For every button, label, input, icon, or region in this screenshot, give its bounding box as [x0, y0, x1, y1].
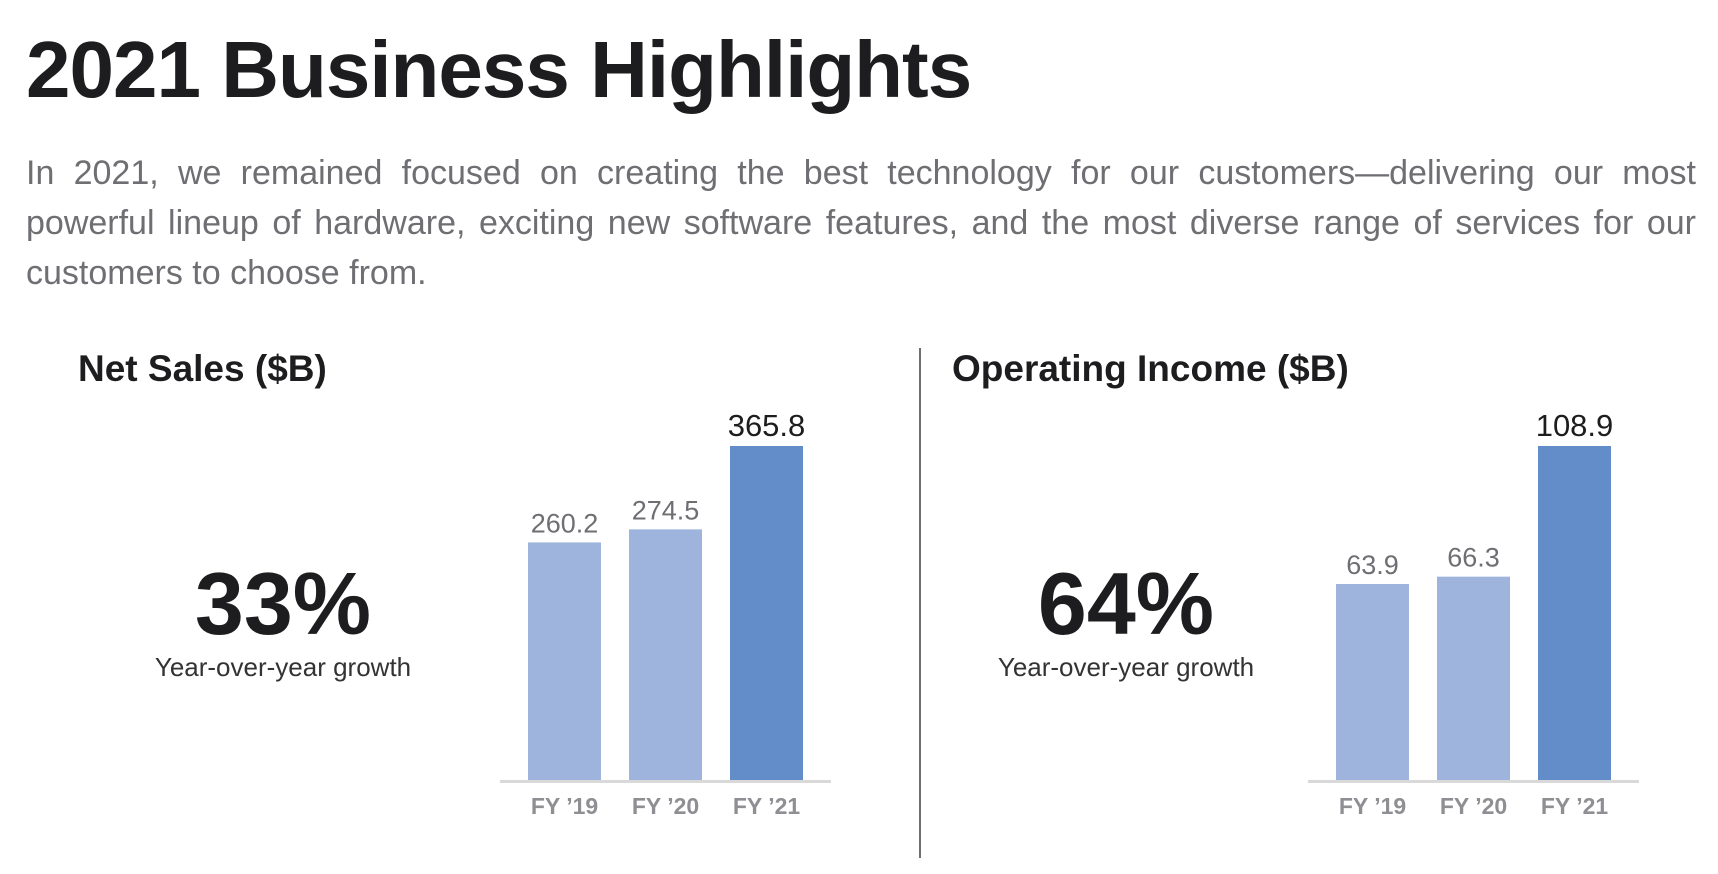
net-sales-bar-label-1: 274.5	[632, 495, 700, 525]
net-sales-tick-label-1: FY ’20	[632, 793, 699, 819]
net-sales-tick-label-2: FY ’21	[733, 793, 801, 819]
net-sales-panel: Net Sales ($B) 33% Year-over-year growth…	[0, 340, 910, 870]
section-divider	[919, 348, 921, 858]
net-sales-bar-label-0: 260.2	[531, 508, 599, 538]
intro-paragraph: In 2021, we remained focused on creating…	[26, 154, 1696, 292]
net-sales-title: Net Sales ($B)	[78, 348, 327, 389]
operating-income-chart-svg: 63.9 FY ’19 66.3 FY ’20 108.9 FY ’21	[1308, 408, 1639, 819]
operating-income-bar-1	[1437, 576, 1510, 780]
net-sales-chart-svg: 260.2 FY ’19 274.5 FY ’20 365.8 FY ’21	[500, 408, 831, 819]
operating-income-bar-label-1: 66.3	[1447, 543, 1500, 573]
operating-income-growth-label: Year-over-year growth	[997, 652, 1255, 682]
net-sales-tick-label-0: FY ’19	[531, 793, 598, 819]
net-sales-bar-1	[629, 529, 702, 780]
operating-income-bar-0	[1336, 584, 1409, 780]
net-sales-bar-2	[730, 446, 803, 780]
net-sales-growth-label: Year-over-year growth	[154, 652, 412, 682]
net-sales-bar-0	[528, 542, 601, 780]
operating-income-panel: Operating Income ($B) 64% Year-over-year…	[924, 340, 1718, 870]
net-sales-growth-value: 33%	[194, 554, 372, 653]
operating-income-tick-label-0: FY ’19	[1339, 793, 1406, 819]
operating-income-bar-2	[1538, 446, 1611, 780]
operating-income-growth-value: 64%	[1037, 554, 1215, 653]
operating-income-growth: 64% Year-over-year growth	[966, 556, 1286, 683]
operating-income-bar-label-0: 63.9	[1346, 550, 1399, 580]
operating-income-bar-label-2: 108.9	[1536, 408, 1614, 443]
operating-income-tick-label-2: FY ’21	[1541, 793, 1609, 819]
operating-income-chart: 63.9 FY ’19 66.3 FY ’20 108.9 FY ’21	[1308, 400, 1639, 830]
net-sales-bar-label-2: 365.8	[728, 408, 806, 443]
page-title: 2021 Business Highlights	[26, 25, 972, 114]
net-sales-growth: 33% Year-over-year growth	[123, 556, 443, 683]
net-sales-chart: 260.2 FY ’19 274.5 FY ’20 365.8 FY ’21	[500, 400, 831, 830]
operating-income-title: Operating Income ($B)	[952, 348, 1349, 389]
operating-income-tick-label-1: FY ’20	[1440, 793, 1507, 819]
